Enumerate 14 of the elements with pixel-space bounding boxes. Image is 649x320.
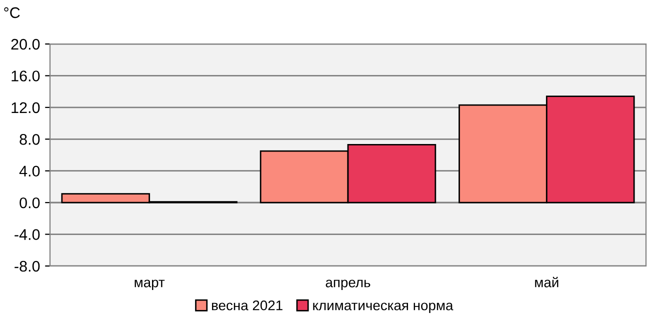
x-tick-label: март — [134, 280, 165, 290]
y-tick-label: 8.0 — [20, 134, 40, 145]
legend-label: климатическая норма — [313, 302, 454, 314]
y-axis-title: °C — [4, 7, 20, 18]
y-tick-label: 0.0 — [20, 197, 40, 208]
y-tick-label: -8.0 — [14, 260, 40, 272]
legend-label: весна 2021 — [212, 300, 282, 310]
y-tick-label: 20.0 — [11, 38, 40, 50]
y-tick-label: 4.0 — [19, 166, 40, 177]
y-tick-label: 12.0 — [12, 102, 40, 114]
y-tick-label: 16.0 — [12, 70, 40, 82]
x-tick-label: апрель — [326, 280, 370, 290]
x-tick-label: май — [535, 276, 558, 288]
y-tick-label: -4.0 — [14, 229, 40, 240]
